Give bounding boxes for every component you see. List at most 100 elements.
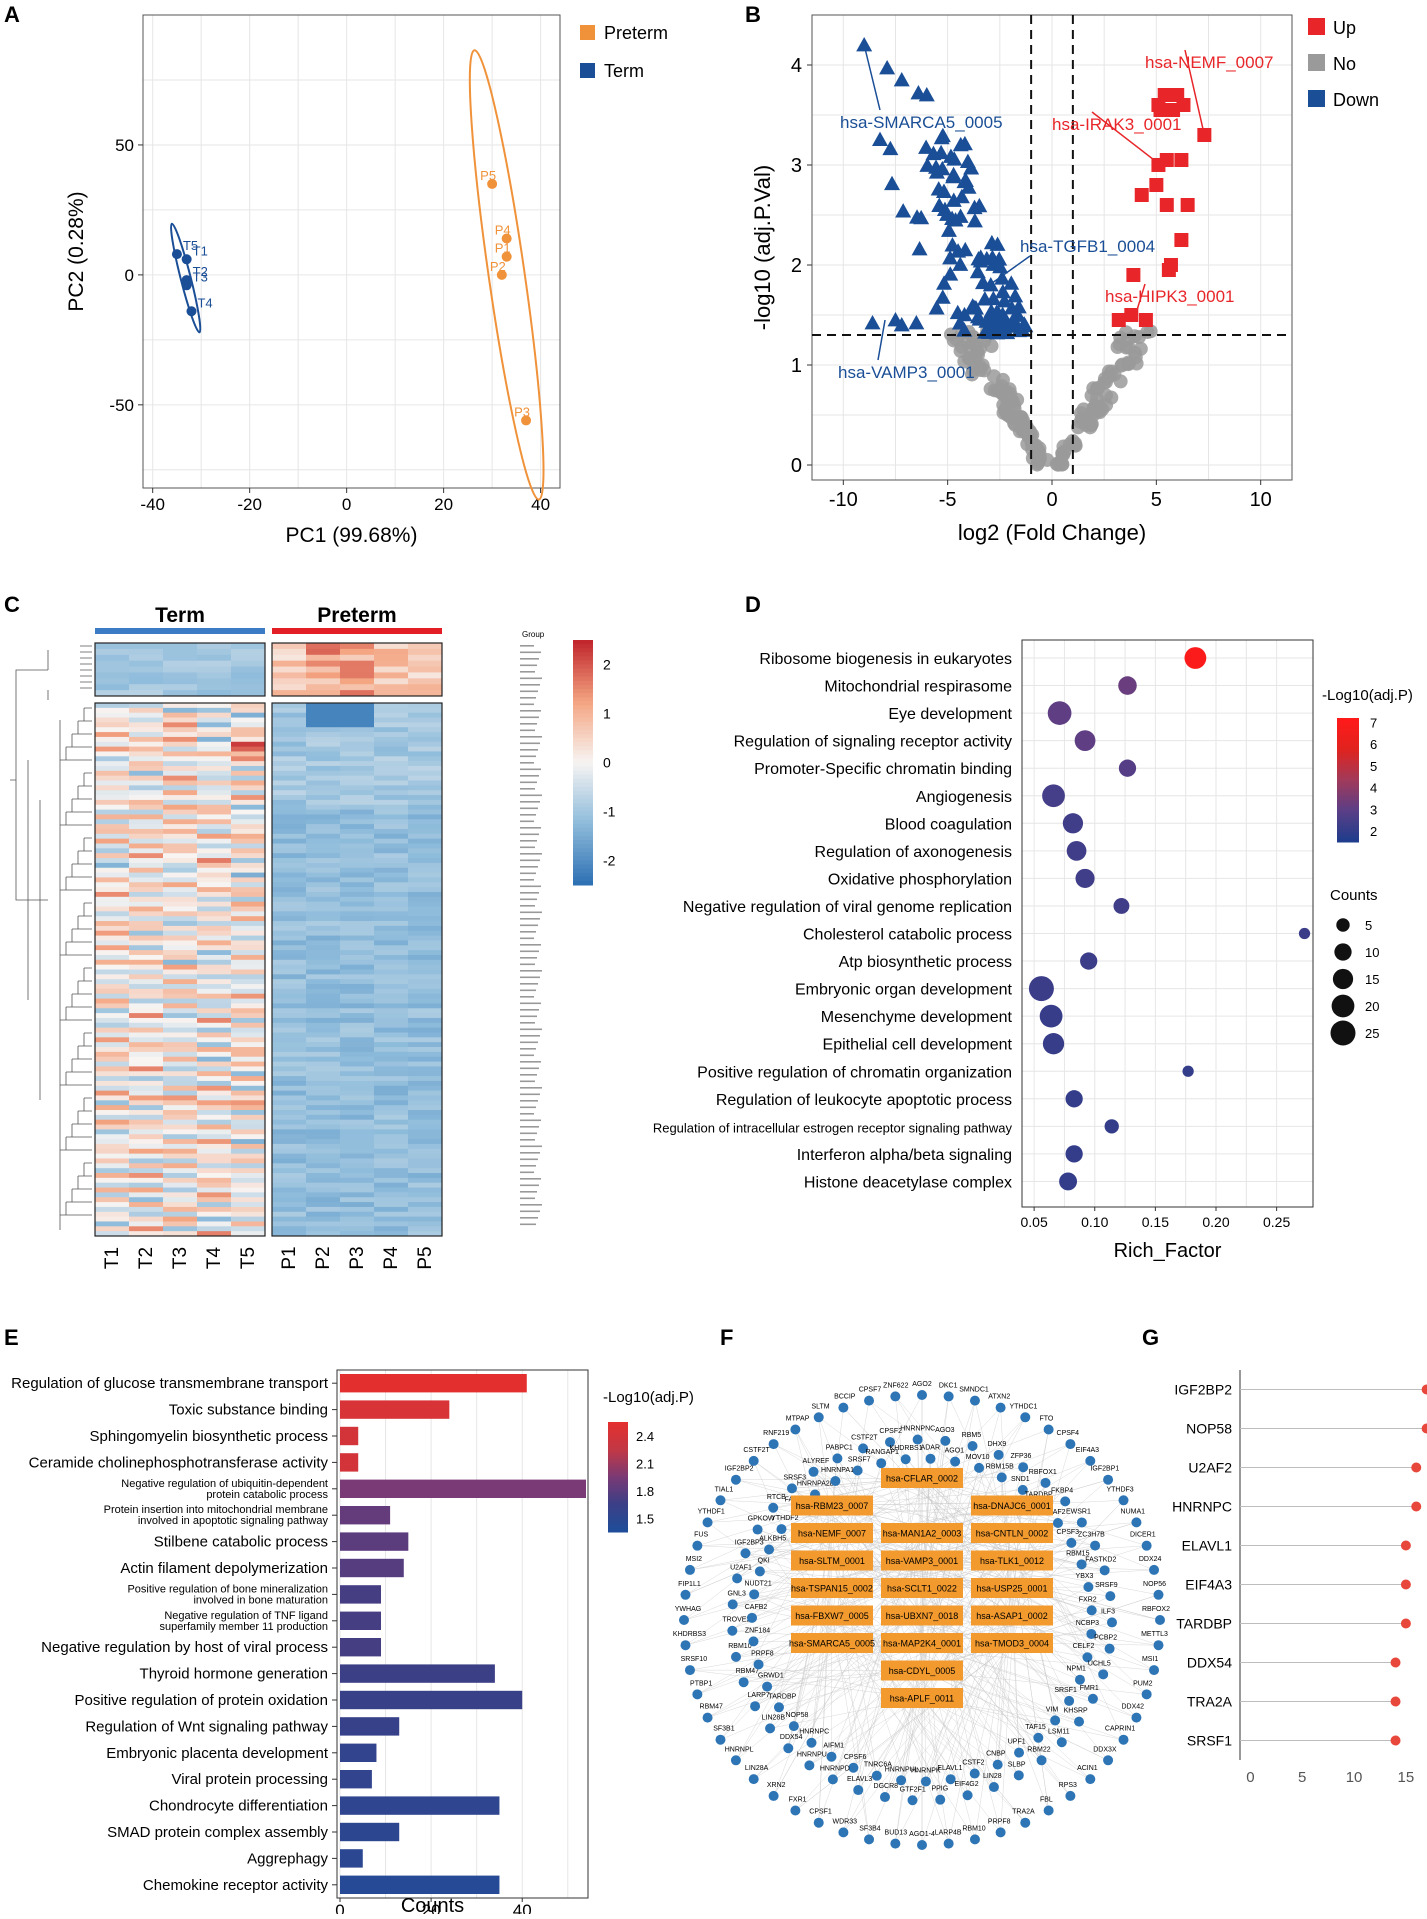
- count-bar: [340, 1691, 522, 1709]
- count-bar: [340, 1506, 390, 1524]
- heatmap-cell: [306, 1037, 341, 1042]
- heatmap-cell: [95, 1062, 130, 1067]
- volcano-point-ns: [1068, 436, 1082, 450]
- heatmap-cell: [374, 708, 409, 713]
- heatmap-cell: [272, 667, 307, 673]
- heatmap-cell: [231, 916, 266, 921]
- rbp-node-label: HNRNPD: [820, 1765, 850, 1772]
- rbp-node: [1053, 1518, 1063, 1528]
- heatmap-cell: [272, 1003, 307, 1008]
- heatmap-cell: [95, 950, 130, 955]
- heatmap-cell: [95, 1144, 130, 1149]
- x-tick-label: 0: [335, 1901, 344, 1914]
- heatmap-cell: [129, 839, 164, 844]
- row-label-stub: [520, 873, 536, 875]
- point-label: P1: [495, 241, 511, 256]
- rbp-node: [996, 1403, 1006, 1413]
- heatmap-cell: [163, 1095, 198, 1100]
- rbp-node-label: ZC3H7B: [1078, 1532, 1105, 1539]
- y-axis-title: PC2 (0.28%): [65, 191, 88, 311]
- heatmap-cell: [340, 824, 375, 829]
- heatmap-cell: [272, 1149, 307, 1154]
- term-label: Histone deacetylase complex: [804, 1174, 1012, 1191]
- heatmap-cell: [163, 1105, 198, 1110]
- heatmap-cell: [340, 945, 375, 950]
- heatmap-cell: [340, 751, 375, 756]
- heatmap-cell: [129, 989, 164, 994]
- heatmap-cell: [95, 936, 130, 941]
- heatmap-cell: [95, 722, 130, 727]
- heatmap-cell: [272, 926, 307, 931]
- rbp-node: [917, 1390, 927, 1400]
- rbp-node-label: HNRNPA1: [821, 1467, 854, 1474]
- heatmap-cell: [129, 921, 164, 926]
- heatmap-cell: [272, 781, 307, 786]
- network-edge: [975, 1588, 1012, 1839]
- rbp-node-label: DICER1: [1130, 1532, 1156, 1539]
- heatmap-cell: [129, 897, 164, 902]
- heatmap-cell: [95, 649, 130, 655]
- x-tick-label: -40: [140, 495, 165, 514]
- heatmap-cell: [197, 979, 232, 984]
- colorbar-segment: [573, 861, 593, 866]
- heatmap-cell: [129, 766, 164, 771]
- volcano-point-ns: [1130, 357, 1144, 371]
- row-label-stub: [520, 1211, 540, 1213]
- heatmap-cell: [408, 722, 443, 727]
- heatmap-cell: [306, 1221, 341, 1226]
- rbp-node-label: CPSF7: [859, 1387, 882, 1394]
- heatmap-cell: [408, 1037, 443, 1042]
- heatmap-cell: [374, 965, 409, 970]
- heatmap-cell: [231, 771, 266, 776]
- term-label: Chondrocyte differentiation: [149, 1798, 328, 1815]
- heatmap-cell: [197, 661, 232, 667]
- heatmap-cell: [129, 1217, 164, 1222]
- size-legend-title: Counts: [1330, 887, 1378, 904]
- rbp-node: [1037, 1755, 1047, 1765]
- heatmap-cell: [272, 1217, 307, 1222]
- heatmap-cell: [272, 649, 307, 655]
- legend-label: Down: [1333, 90, 1379, 110]
- heatmap-cell: [408, 970, 443, 975]
- colorbar-segment: [573, 644, 593, 649]
- rbp-node-label: LIN28A: [745, 1765, 769, 1772]
- heatmap-cell: [374, 858, 409, 863]
- count-bar: [340, 1638, 381, 1656]
- heatmap-cell: [340, 737, 375, 742]
- heatmap-cell: [340, 1091, 375, 1096]
- rbp-node: [1107, 1617, 1117, 1627]
- heatmap-cell: [231, 805, 266, 810]
- row-label-stub: [520, 964, 535, 966]
- heatmap-cell: [197, 737, 232, 742]
- colorbar-segment: [573, 758, 593, 763]
- heatmap-cell: [374, 1076, 409, 1081]
- heatmap-cell: [129, 713, 164, 718]
- row-label-stub: [520, 1055, 534, 1057]
- heatmap-cell: [306, 761, 341, 766]
- volcano-point-ns: [1056, 447, 1070, 461]
- rbp-node: [993, 1760, 1003, 1770]
- heatmap-cell: [374, 863, 409, 868]
- row-label-stub: [520, 1146, 542, 1148]
- heatmap-cell: [129, 643, 164, 649]
- row-label-stub: [520, 1165, 536, 1167]
- rbp-node-label: CNBP: [986, 1751, 1006, 1758]
- rbp-node: [913, 1435, 923, 1445]
- heatmap-cell: [408, 1115, 443, 1120]
- heatmap-cell: [374, 776, 409, 781]
- row-label-stub: [520, 1009, 539, 1011]
- heatmap-cell: [306, 661, 341, 667]
- rbp-node: [680, 1640, 690, 1650]
- rbp-node-label: CSTF2: [962, 1760, 984, 1767]
- heatmap-cell: [197, 1183, 232, 1188]
- rbp-node-label: RBFOX1: [1029, 1469, 1057, 1476]
- heatmap-cell: [95, 1202, 130, 1207]
- x-axis-title: Counts: [401, 1895, 464, 1914]
- term-label: Ceramide cholinephosphotransferase activ…: [29, 1454, 329, 1471]
- heatmap-cell: [197, 814, 232, 819]
- gene-label: HNRNPC: [1172, 1499, 1232, 1515]
- count-bar: [340, 1796, 499, 1814]
- heatmap-cell: [163, 1018, 198, 1023]
- row-label-stub: [520, 925, 538, 927]
